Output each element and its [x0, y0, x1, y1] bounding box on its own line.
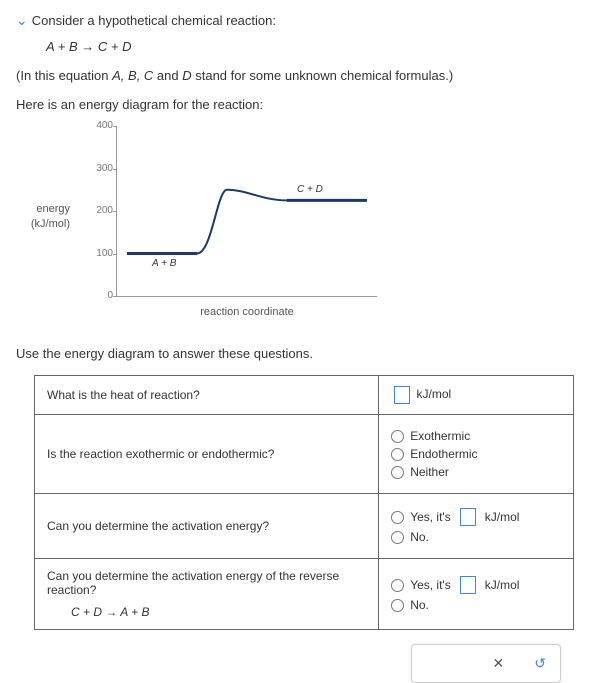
q1-answer: kJ/mol: [379, 376, 574, 415]
q4-text: Can you determine the activation energy …: [35, 559, 379, 630]
questions-intro: Use the energy diagram to answer these q…: [16, 346, 581, 361]
radio-icon: [391, 599, 404, 612]
var-d: D: [182, 68, 191, 83]
radio-icon: [391, 466, 404, 479]
table-row: What is the heat of reaction? kJ/mol: [35, 376, 574, 415]
close-button[interactable]: ✕: [493, 655, 505, 672]
intro-line-3: Here is an energy diagram for the reacti…: [16, 97, 581, 112]
y-axis-label: energy (kJ/mol): [14, 202, 70, 233]
radio-option[interactable]: Yes, it's kJ/mol: [391, 576, 561, 594]
radio-option[interactable]: Exothermic: [391, 429, 561, 443]
opt-label: Endothermic: [410, 447, 477, 461]
energy-curve: [117, 126, 377, 296]
q4-answer: Yes, it's kJ/mol No.: [379, 559, 574, 630]
radio-option[interactable]: Endothermic: [391, 447, 561, 461]
y-tick-label: 400: [85, 120, 113, 131]
q2-answer: Exothermic Endothermic Neither: [379, 415, 574, 494]
intro-line-2: (In this equation A, B, C and D stand fo…: [16, 68, 581, 83]
table-row: Can you determine the activation energy?…: [35, 494, 574, 559]
radio-option[interactable]: No.: [391, 598, 561, 612]
energy-diagram: energy (kJ/mol) reaction coordinate 0100…: [76, 126, 436, 326]
q2-text: Is the reaction exothermic or endothermi…: [35, 415, 379, 494]
reaction-equation: A + B → C + D: [46, 39, 581, 54]
table-row: Is the reaction exothermic or endothermi…: [35, 415, 574, 494]
ea-input[interactable]: [460, 508, 476, 526]
radio-option[interactable]: Yes, it's kJ/mol: [391, 508, 561, 526]
heat-input[interactable]: [394, 386, 410, 404]
radio-icon: [391, 448, 404, 461]
y-tick-mark: [113, 254, 117, 255]
y-tick-mark: [113, 169, 117, 170]
q3-answer: Yes, it's kJ/mol No.: [379, 494, 574, 559]
radio-icon: [391, 511, 404, 524]
radio-icon: [391, 531, 404, 544]
ea-rev-input[interactable]: [460, 576, 476, 594]
q3-text: Can you determine the activation energy?: [35, 494, 379, 559]
x-axis-label: reaction coordinate: [117, 306, 377, 318]
unit-label: kJ/mol: [417, 387, 452, 401]
radio-option[interactable]: Neither: [391, 465, 561, 479]
plot-area: reaction coordinate 0100200300400A + BC …: [116, 126, 377, 297]
reset-button[interactable]: ↺: [534, 655, 546, 672]
vars: A, B, C: [112, 68, 153, 83]
reverse-equation: C + D → A + B: [71, 605, 366, 619]
y-tick-label: 300: [85, 163, 113, 174]
y-tick-mark: [113, 296, 117, 297]
y-tick-mark: [113, 126, 117, 127]
opt-label: Exothermic: [410, 429, 470, 443]
y-tick-mark: [113, 211, 117, 212]
radio-icon: [391, 430, 404, 443]
intro-line-1: ⌄ Consider a hypothetical chemical reacti…: [16, 12, 581, 29]
unit-label: kJ/mol: [485, 510, 520, 524]
opt-label: Yes, it's: [410, 510, 451, 524]
y-tick-label: 0: [85, 290, 113, 301]
chevron-down-icon: ⌄: [16, 12, 28, 29]
y-tick-label: 100: [85, 248, 113, 259]
y-tick-label: 200: [85, 205, 113, 216]
unit-label: kJ/mol: [485, 578, 520, 592]
opt-label: No.: [410, 598, 429, 612]
radio-icon: [391, 579, 404, 592]
y-label-2: (kJ/mol): [14, 217, 70, 232]
opt-label: Neither: [410, 465, 449, 479]
radio-option[interactable]: No.: [391, 530, 561, 544]
q4-question: Can you determine the activation energy …: [47, 569, 366, 597]
opt-label: No.: [410, 530, 429, 544]
reactant-label: A + B: [152, 258, 176, 269]
table-row: Can you determine the activation energy …: [35, 559, 574, 630]
product-label: C + D: [297, 184, 323, 195]
t: (In this equation: [16, 68, 112, 83]
intro-text-1: Consider a hypothetical chemical reactio…: [32, 13, 276, 28]
y-label-1: energy: [14, 202, 70, 217]
questions-table: What is the heat of reaction? kJ/mol Is …: [34, 375, 574, 630]
footer-controls: ✕ ↺: [411, 644, 561, 683]
t: and: [153, 68, 182, 83]
opt-label: Yes, it's: [410, 578, 451, 592]
q1-text: What is the heat of reaction?: [35, 376, 379, 415]
t: stand for some unknown chemical formulas…: [192, 68, 454, 83]
